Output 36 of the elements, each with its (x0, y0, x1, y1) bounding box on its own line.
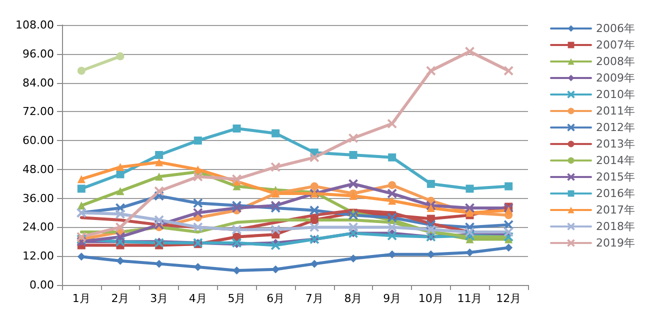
x-tick-label: 2月 (111, 292, 130, 305)
y-tick-label: 108.00 (16, 18, 54, 32)
legend-label: 2007年 (596, 38, 636, 52)
x-tick-label: 10月 (418, 292, 444, 305)
legend-label: 2012年 (596, 121, 636, 134)
y-tick-label: 72.00 (22, 105, 54, 118)
y-tick-label: 12.00 (22, 250, 54, 263)
x-tick-label: 4月 (188, 292, 207, 305)
legend-label: 2019年 (596, 236, 636, 250)
legend-label: 2016年 (596, 187, 636, 200)
x-tick-label: 3月 (150, 292, 168, 305)
y-tick-label: 60.00 (22, 134, 54, 148)
y-tick-label: 0.00 (30, 278, 54, 292)
legend-label: 2010年 (596, 88, 636, 101)
x-tick-label: 1月 (72, 292, 90, 305)
y-tick-label: 96.00 (22, 47, 54, 60)
legend-label: 2006年 (596, 22, 636, 35)
x-tick-label: 12月 (496, 292, 522, 305)
x-tick-label: 6月 (266, 292, 285, 305)
legend-label: 2009年 (596, 72, 636, 84)
y-tick-label: 84.00 (22, 76, 54, 90)
y-tick-label: 36.00 (22, 192, 54, 205)
x-tick-label: 9月 (383, 292, 402, 305)
legend-label: 2017年 (596, 204, 636, 216)
x-tick-label: 8月 (344, 292, 362, 305)
x-tick-label: 7月 (305, 292, 324, 305)
y-tick-label: 48.00 (22, 162, 54, 176)
legend-label: 2008年 (596, 55, 636, 68)
x-tick-label: 5月 (228, 292, 246, 305)
legend-label: 2018年 (596, 220, 636, 233)
legend-label: 2011年 (596, 104, 636, 118)
legend-label: 2014年 (596, 154, 636, 167)
legend-label: 2015年 (596, 170, 636, 184)
x-tick-label: 11月 (457, 292, 482, 305)
y-tick-label: 24.00 (22, 220, 54, 234)
legend-label: 2013年 (596, 138, 636, 150)
